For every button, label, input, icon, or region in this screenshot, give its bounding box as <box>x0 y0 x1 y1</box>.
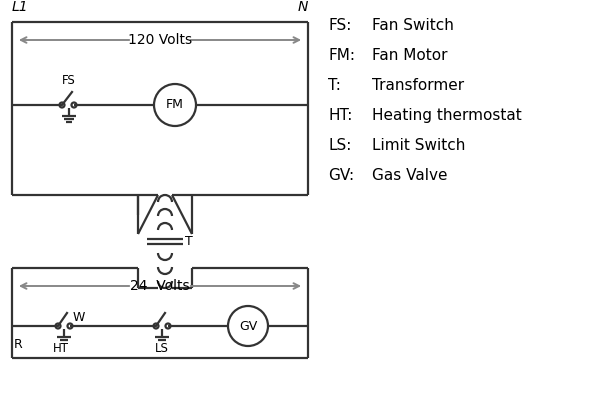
Text: 120 Volts: 120 Volts <box>128 33 192 47</box>
Text: HT: HT <box>53 342 69 355</box>
Text: LS:: LS: <box>328 138 352 153</box>
Text: T:: T: <box>328 78 341 93</box>
Text: FM:: FM: <box>328 48 355 63</box>
Text: Transformer: Transformer <box>372 78 464 93</box>
Text: GV:: GV: <box>328 168 354 183</box>
Text: Fan Switch: Fan Switch <box>372 18 454 33</box>
Text: Gas Valve: Gas Valve <box>372 168 447 183</box>
Text: L1: L1 <box>12 0 29 14</box>
Text: HT:: HT: <box>328 108 352 123</box>
Text: FM: FM <box>166 98 184 112</box>
Text: FS:: FS: <box>328 18 352 33</box>
Text: LS: LS <box>155 342 169 355</box>
Text: GV: GV <box>239 320 257 332</box>
Text: 24  Volts: 24 Volts <box>130 279 190 293</box>
Text: T: T <box>185 235 193 248</box>
Text: Limit Switch: Limit Switch <box>372 138 466 153</box>
Text: Heating thermostat: Heating thermostat <box>372 108 522 123</box>
Text: R: R <box>14 338 23 351</box>
Text: W: W <box>73 311 86 324</box>
Text: Fan Motor: Fan Motor <box>372 48 447 63</box>
Text: N: N <box>297 0 308 14</box>
Text: FS: FS <box>62 74 76 87</box>
